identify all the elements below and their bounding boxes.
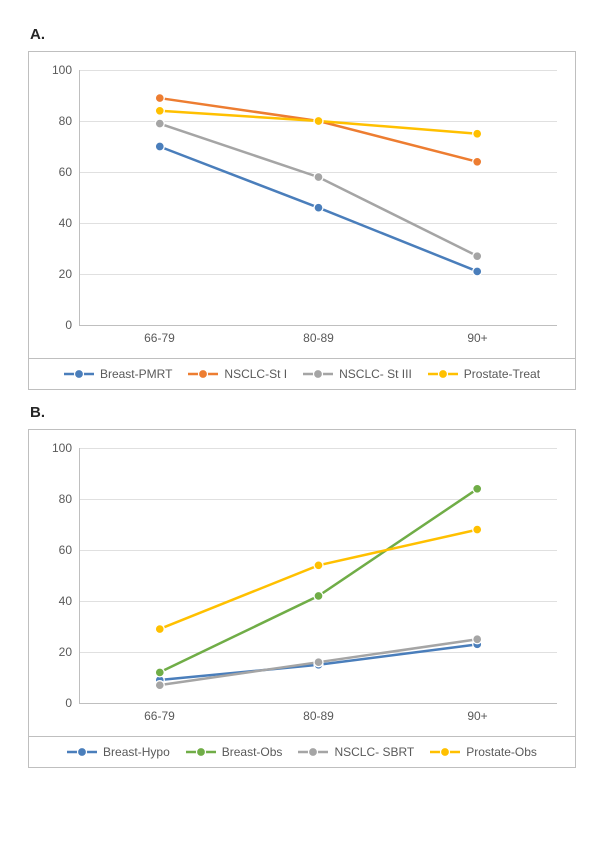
series-marker xyxy=(473,129,482,138)
y-tick-label: 80 xyxy=(59,492,80,506)
legend-swatch-icon xyxy=(64,368,94,380)
y-tick-label: 60 xyxy=(59,165,80,179)
x-tick-label: 90+ xyxy=(467,325,487,345)
series-marker xyxy=(473,157,482,166)
series-marker xyxy=(314,173,323,182)
x-tick-label: 66-79 xyxy=(144,325,175,345)
legend-label: NSCLC-St I xyxy=(224,367,287,381)
panel-b-label: B. xyxy=(30,404,576,421)
y-tick-label: 0 xyxy=(65,696,80,710)
series-marker xyxy=(473,635,482,644)
chart-b-frame: 0 20 40 60 80 100 66-79 80-89 90+ xyxy=(28,429,576,737)
x-tick-label: 66-79 xyxy=(144,703,175,723)
legend-item: Breast-Obs xyxy=(186,745,283,759)
chart-b-plot-area: 02040608010066-7980-8990+ xyxy=(79,448,557,704)
y-tick-label: 60 xyxy=(59,543,80,557)
series-marker xyxy=(155,119,164,128)
series-marker xyxy=(473,484,482,493)
chart-b: 02040608010066-7980-8990+ Breast-HypoBre… xyxy=(28,429,576,768)
chart-b-legend: Breast-Hypo Breast-Obs NSCLC- SBRT Prostate… xyxy=(28,737,576,768)
y-tick-label: 100 xyxy=(52,63,80,77)
series-marker xyxy=(314,658,323,667)
legend-item: Prostate-Obs xyxy=(430,745,537,759)
x-tick-label: 80-89 xyxy=(303,325,334,345)
series-marker xyxy=(155,668,164,677)
legend-label: Breast-PMRT xyxy=(100,367,172,381)
series-marker xyxy=(155,94,164,103)
series-marker xyxy=(473,252,482,261)
x-tick-label: 90+ xyxy=(467,703,487,723)
y-tick-label: 0 xyxy=(65,318,80,332)
chart-a-frame: 0 20 40 60 80 100 66-79 80-89 90+ xyxy=(28,51,576,359)
series-marker xyxy=(314,591,323,600)
legend-swatch-icon xyxy=(188,368,218,380)
legend-label: Prostate-Obs xyxy=(466,745,537,759)
y-tick-label: 20 xyxy=(59,267,80,281)
legend-item: Breast-PMRT xyxy=(64,367,172,381)
y-tick-label: 40 xyxy=(59,216,80,230)
series-marker xyxy=(314,561,323,570)
series-marker xyxy=(473,267,482,276)
series-marker xyxy=(155,142,164,151)
series-marker xyxy=(155,106,164,115)
legend-label: Breast-Obs xyxy=(222,745,283,759)
chart-a-legend: Breast-PMRT NSCLC-St I NSCLC- St III Prosta… xyxy=(28,359,576,390)
x-tick-label: 80-89 xyxy=(303,703,334,723)
y-tick-label: 80 xyxy=(59,114,80,128)
chart-a: 0 20 40 60 80 100 66-79 80-89 90+ Breast-PMRT NSC… xyxy=(28,51,576,390)
legend-item: NSCLC- St III xyxy=(303,367,412,381)
legend-swatch-icon xyxy=(298,746,328,758)
legend-label: NSCLC- St III xyxy=(339,367,412,381)
legend-item: NSCLC-St I xyxy=(188,367,287,381)
legend-label: Breast-Hypo xyxy=(103,745,170,759)
y-tick-label: 40 xyxy=(59,594,80,608)
series-marker xyxy=(314,203,323,212)
legend-item: NSCLC- SBRT xyxy=(298,745,414,759)
panel-a-label: A. xyxy=(30,26,576,43)
y-tick-label: 100 xyxy=(52,441,80,455)
legend-label: Prostate-Treat xyxy=(464,367,540,381)
legend-swatch-icon xyxy=(428,368,458,380)
legend-swatch-icon xyxy=(67,746,97,758)
series-marker xyxy=(473,525,482,534)
legend-label: NSCLC- SBRT xyxy=(334,745,414,759)
series-marker xyxy=(155,681,164,690)
chart-markers xyxy=(80,448,557,703)
legend-item: Breast-Hypo xyxy=(67,745,170,759)
legend-swatch-icon xyxy=(303,368,333,380)
legend-swatch-icon xyxy=(430,746,460,758)
legend-item: Prostate-Treat xyxy=(428,367,540,381)
chart-a-plot-area: 02040608010066-7980-8990+ xyxy=(79,70,557,326)
series-marker xyxy=(314,117,323,126)
legend-swatch-icon xyxy=(186,746,216,758)
series-marker xyxy=(155,625,164,634)
chart-markers xyxy=(80,70,557,325)
y-tick-label: 20 xyxy=(59,645,80,659)
